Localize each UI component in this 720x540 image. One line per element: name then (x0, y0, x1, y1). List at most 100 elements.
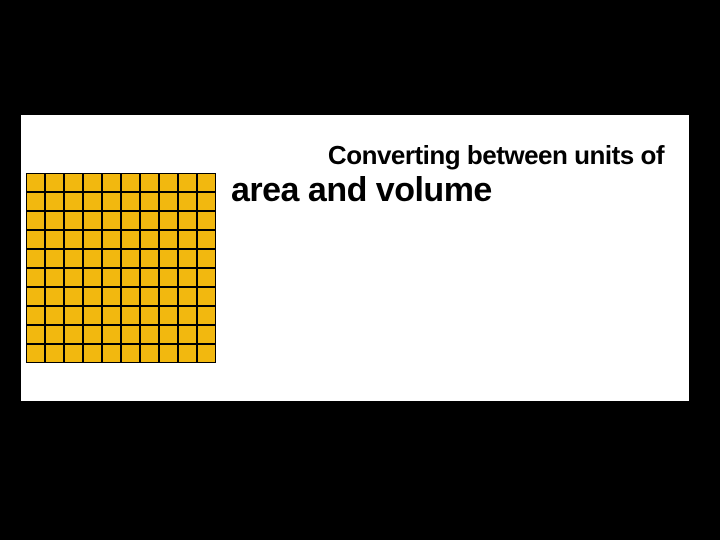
grid-cell (83, 173, 102, 192)
grid-cell (26, 306, 45, 325)
grid-cell (140, 211, 159, 230)
content-panel: Converting between units of area and vol… (21, 115, 689, 401)
grid-cell (64, 249, 83, 268)
grid-cell (121, 325, 140, 344)
grid-cell (45, 249, 64, 268)
grid-cell (26, 344, 45, 363)
grid-cell (102, 325, 121, 344)
grid-cell (121, 192, 140, 211)
grid-cell (64, 230, 83, 249)
grid-cell (121, 230, 140, 249)
grid-cell (159, 230, 178, 249)
grid-cell (178, 325, 197, 344)
grid-cell (197, 173, 216, 192)
grid-cell (64, 287, 83, 306)
grid-cell (102, 211, 121, 230)
grid-cell (64, 325, 83, 344)
grid-cell (64, 211, 83, 230)
grid-cell (140, 230, 159, 249)
grid-cell (64, 192, 83, 211)
grid-cell (121, 268, 140, 287)
grid-cell (26, 173, 45, 192)
grid-cell (140, 344, 159, 363)
grid-cell (26, 325, 45, 344)
title-line-2: area and volume (231, 171, 492, 210)
grid-cell (26, 211, 45, 230)
grid-cell (83, 306, 102, 325)
grid-cell (102, 173, 121, 192)
grid-cell (159, 173, 178, 192)
grid-cell (178, 249, 197, 268)
grid-cell (26, 230, 45, 249)
grid-cell (140, 249, 159, 268)
grid-cell (140, 325, 159, 344)
grid-cell (178, 287, 197, 306)
grid-cell (64, 306, 83, 325)
title-line-1: Converting between units of (328, 140, 664, 171)
grid-cell (26, 249, 45, 268)
grid-cell (197, 211, 216, 230)
grid-cell (159, 192, 178, 211)
grid-cell (197, 268, 216, 287)
grid-cell (140, 306, 159, 325)
grid-cell (45, 211, 64, 230)
grid-cell (45, 344, 64, 363)
grid-cell (121, 306, 140, 325)
grid-cell (178, 211, 197, 230)
grid-cell (178, 173, 197, 192)
grid-cell (178, 230, 197, 249)
grid-cell (83, 211, 102, 230)
grid-cell (102, 287, 121, 306)
grid-cell (121, 344, 140, 363)
grid-cell (102, 268, 121, 287)
unit-grid (26, 173, 216, 363)
grid-cell (83, 192, 102, 211)
grid-cell (64, 173, 83, 192)
grid-cell (140, 173, 159, 192)
grid-cell (159, 344, 178, 363)
grid-cell (102, 249, 121, 268)
grid-cell (197, 306, 216, 325)
grid-cell (45, 230, 64, 249)
grid-cell (159, 306, 178, 325)
grid-cell (178, 192, 197, 211)
grid-cell (64, 344, 83, 363)
grid-cell (178, 268, 197, 287)
grid-cell (102, 230, 121, 249)
grid-cell (26, 268, 45, 287)
grid-cell (45, 325, 64, 344)
grid-cell (26, 287, 45, 306)
grid-cell (178, 306, 197, 325)
grid-cell (140, 268, 159, 287)
grid-cell (159, 287, 178, 306)
grid-cell (45, 287, 64, 306)
grid-cell (83, 344, 102, 363)
grid-cell (45, 173, 64, 192)
grid-cell (197, 344, 216, 363)
grid-cell (102, 192, 121, 211)
grid-cell (64, 268, 83, 287)
grid-cell (102, 306, 121, 325)
grid-cell (197, 325, 216, 344)
grid-cell (140, 192, 159, 211)
grid-cell (26, 192, 45, 211)
grid-cell (121, 249, 140, 268)
grid-cell (197, 230, 216, 249)
grid-cell (159, 249, 178, 268)
grid-cell (45, 306, 64, 325)
grid-cell (121, 173, 140, 192)
grid-cell (140, 287, 159, 306)
grid-cell (83, 249, 102, 268)
grid-cell (159, 325, 178, 344)
grid-cell (197, 249, 216, 268)
grid-cell (197, 192, 216, 211)
grid-cell (45, 268, 64, 287)
grid-cell (121, 287, 140, 306)
grid-cell (159, 268, 178, 287)
grid-cell (83, 230, 102, 249)
grid-cell (159, 211, 178, 230)
grid-cell (178, 344, 197, 363)
grid-cell (197, 287, 216, 306)
grid-cell (83, 287, 102, 306)
grid-cell (102, 344, 121, 363)
